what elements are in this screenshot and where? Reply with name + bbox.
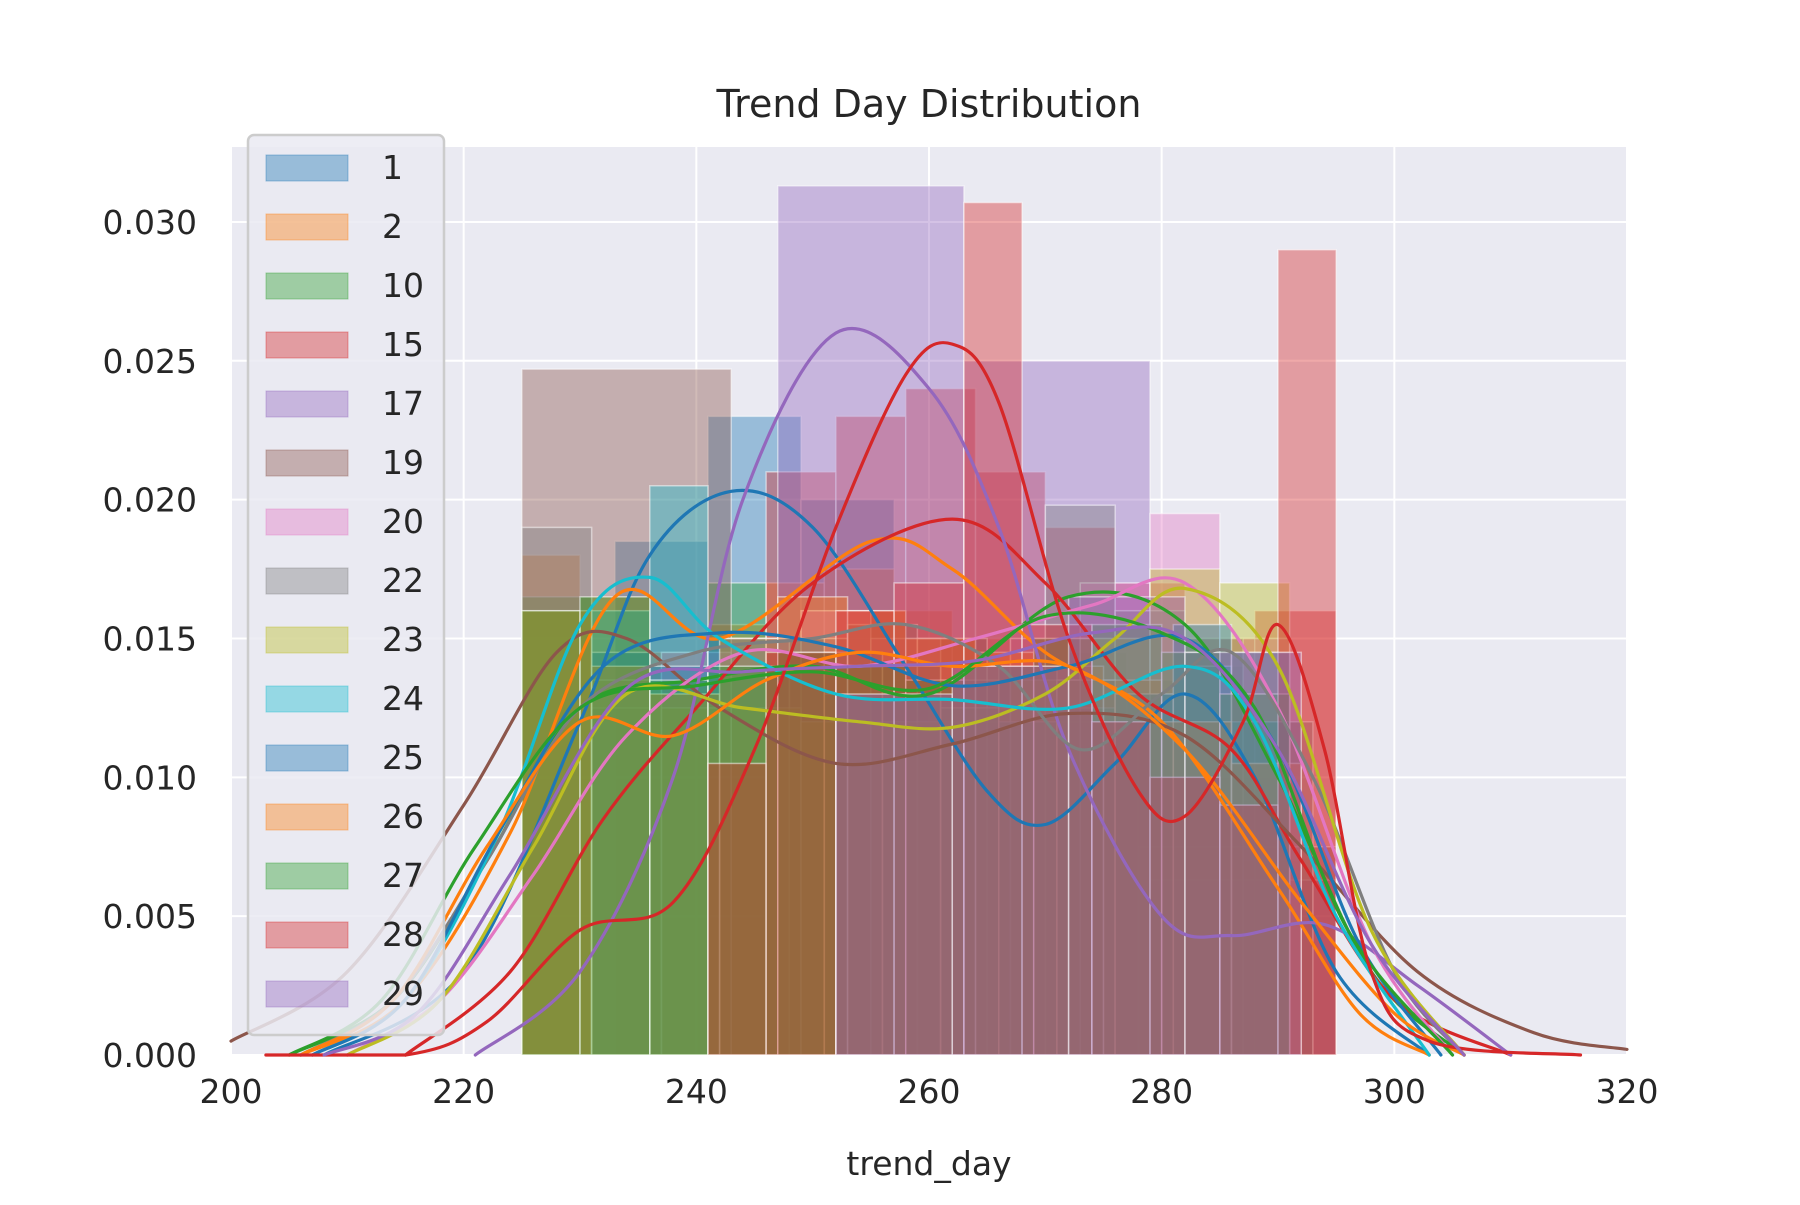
histogram-bar-series-2 (1184, 776, 1244, 1056)
legend-swatch-1 (265, 154, 349, 182)
kde-curve-series-27 (287, 611, 1455, 1057)
histogram-bar-series-24 (1172, 665, 1233, 1056)
x-tick-label: 240 (665, 1072, 728, 1111)
legend: 1 2 10 15 17 19 20 22 23 24 25 26 27 28 29 (246, 133, 446, 1037)
legend-label-2: 2 (382, 207, 403, 246)
legend-label-26: 26 (382, 797, 424, 836)
legend-swatch-23 (265, 626, 349, 654)
kde-curve-series-17 (473, 326, 1513, 1057)
x-tick-label: 200 (200, 1072, 263, 1111)
histogram-bar-series-29 (835, 693, 954, 1056)
legend-label-28: 28 (382, 915, 424, 954)
histogram-bar-series-2 (1067, 679, 1128, 1056)
histogram-bar-series-10 (1184, 665, 1244, 1056)
histogram-bar-series-24 (998, 721, 1058, 1056)
y-tick-label: 0.015 (103, 619, 197, 658)
chart-title: Trend Day Distribution (716, 82, 1142, 126)
x-tick-label: 260 (898, 1072, 961, 1111)
legend-swatch-22 (265, 567, 349, 595)
legend-swatch-29 (265, 980, 349, 1008)
histogram-bar-series-27 (579, 596, 651, 1056)
kde-curve-series-20 (345, 576, 1455, 1057)
kde-curve-series-23 (345, 586, 1466, 1057)
legend-swatch-24 (265, 685, 349, 713)
histogram-bar-series-10 (649, 707, 709, 1056)
histogram-bar-series-2 (1009, 665, 1070, 1056)
kde-curve-series-25 (310, 630, 1443, 1057)
legend-swatch-2 (265, 213, 349, 241)
legend-label-23: 23 (382, 620, 424, 659)
kde-curve-series-28 (264, 340, 1583, 1057)
legend-swatch-26 (265, 803, 349, 831)
kde-curves (229, 326, 1629, 1057)
kde-curve-series-19 (229, 629, 1629, 1051)
legend-swatch-20 (265, 508, 349, 536)
legend-label-22: 22 (382, 561, 424, 600)
legend-label-24: 24 (382, 679, 424, 718)
histogram-bar-series-22 (1184, 637, 1244, 1056)
axis-tick-labels: 200 220 240 260 280 300 3200.0000.0050.0100.01… (103, 203, 1659, 1111)
kde-curve-series-26 (299, 650, 1466, 1057)
histogram-bar-series-25 (998, 665, 1058, 1056)
x-tick-label: 280 (1130, 1072, 1193, 1111)
histogram-bar-series-19 (521, 368, 732, 1056)
histogram-bar-series-15 (1253, 609, 1337, 1056)
legend-label-20: 20 (382, 502, 424, 541)
legend-label-15: 15 (382, 325, 424, 364)
legend-label-29: 29 (382, 974, 424, 1013)
legend-label-25: 25 (382, 738, 424, 777)
legend-label-1: 1 (382, 148, 403, 187)
histogram-bar-series-24 (823, 693, 884, 1056)
legend-swatch-27 (265, 862, 349, 890)
histogram-bar-series-19 (1137, 845, 1337, 1056)
histogram-bar-series-29 (951, 665, 1070, 1056)
kde-curve-series-15 (403, 517, 1513, 1057)
y-tick-label: 0.030 (103, 203, 197, 242)
y-tick-label: 0.000 (103, 1036, 197, 1075)
legend-swatch-10 (265, 272, 349, 300)
legend-swatch-17 (265, 390, 349, 418)
histogram-bar-series-25 (939, 679, 1000, 1056)
y-tick-label: 0.020 (103, 481, 197, 520)
y-tick-label: 0.005 (103, 897, 197, 936)
legend-swatch-19 (265, 449, 349, 477)
kde-curve-series-22 (299, 622, 1466, 1057)
legend-label-19: 19 (382, 443, 424, 482)
histogram-bar-series-24 (1056, 707, 1116, 1056)
legend-label-27: 27 (382, 856, 424, 895)
y-tick-label: 0.010 (103, 758, 197, 797)
x-tick-label: 300 (1363, 1072, 1426, 1111)
histogram-bar-series-28 (707, 762, 767, 1056)
histogram-bar-series-10 (1126, 679, 1186, 1056)
histogram-bar-series-25 (765, 637, 826, 1056)
histogram-bar-series-25 (881, 665, 942, 1056)
legend-swatch-28 (265, 921, 349, 949)
kde-curve-series-29 (322, 625, 1466, 1057)
legend-box (246, 133, 446, 1037)
legend-swatch-15 (265, 331, 349, 359)
legend-label-10: 10 (382, 266, 424, 305)
histogram-bar-series-25 (649, 665, 709, 1056)
x-axis-label: trend_day (846, 1144, 1011, 1183)
x-tick-label: 320 (1596, 1072, 1659, 1111)
legend-label-17: 17 (382, 384, 424, 423)
kde-curve-series-2 (299, 536, 1431, 1057)
x-tick-label: 220 (432, 1072, 495, 1111)
y-tick-label: 0.025 (103, 342, 197, 381)
legend-swatch-25 (265, 744, 349, 772)
